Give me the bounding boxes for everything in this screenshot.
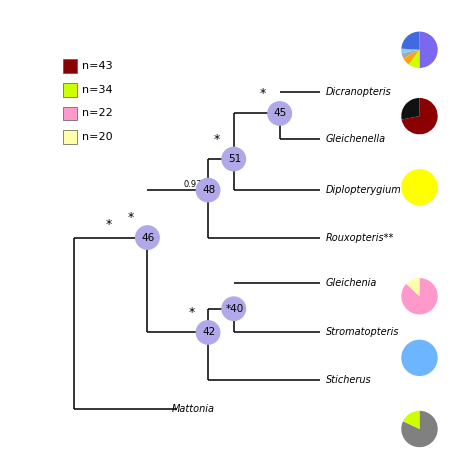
Text: n=22: n=22 xyxy=(82,109,113,118)
Wedge shape xyxy=(406,278,419,296)
Wedge shape xyxy=(401,49,419,53)
Wedge shape xyxy=(403,411,419,429)
Text: n=43: n=43 xyxy=(82,61,113,71)
Bar xyxy=(63,83,77,97)
Text: 46: 46 xyxy=(142,233,155,243)
Circle shape xyxy=(268,102,292,125)
Text: n=20: n=20 xyxy=(82,132,113,142)
Text: 48: 48 xyxy=(202,185,215,195)
Text: 51: 51 xyxy=(228,154,241,164)
Text: Diplopterygium: Diplopterygium xyxy=(326,185,401,195)
Text: Stromatopteris: Stromatopteris xyxy=(326,328,399,337)
Wedge shape xyxy=(419,32,438,68)
Bar xyxy=(63,130,77,144)
Text: Dicranopteris: Dicranopteris xyxy=(326,87,392,97)
Wedge shape xyxy=(401,98,419,119)
Text: Gleichenella: Gleichenella xyxy=(326,134,386,144)
Text: *: * xyxy=(106,218,112,231)
Wedge shape xyxy=(401,340,438,376)
Text: *40: *40 xyxy=(225,304,244,314)
Circle shape xyxy=(222,297,246,320)
Bar xyxy=(63,107,77,120)
Wedge shape xyxy=(401,169,438,205)
Wedge shape xyxy=(401,98,438,134)
Wedge shape xyxy=(403,50,419,64)
Text: 42: 42 xyxy=(202,328,215,337)
Wedge shape xyxy=(401,32,419,50)
Text: n=34: n=34 xyxy=(82,85,113,95)
Text: Rouxopteris**: Rouxopteris** xyxy=(326,233,394,243)
Text: 0.97: 0.97 xyxy=(183,180,202,189)
Circle shape xyxy=(136,226,159,249)
Circle shape xyxy=(196,321,220,344)
Wedge shape xyxy=(401,411,438,447)
Text: 45: 45 xyxy=(274,109,287,118)
Wedge shape xyxy=(409,50,419,68)
Wedge shape xyxy=(401,278,438,314)
Circle shape xyxy=(196,178,220,202)
Bar xyxy=(63,59,77,73)
Text: Sticherus: Sticherus xyxy=(326,375,371,385)
Text: *: * xyxy=(188,306,194,319)
Text: Mattonia: Mattonia xyxy=(171,404,214,414)
Text: *: * xyxy=(260,87,266,100)
Wedge shape xyxy=(401,50,419,58)
Text: *: * xyxy=(214,133,220,146)
Circle shape xyxy=(222,147,246,171)
Text: Gleichenia: Gleichenia xyxy=(326,278,377,288)
Text: *: * xyxy=(128,211,134,224)
